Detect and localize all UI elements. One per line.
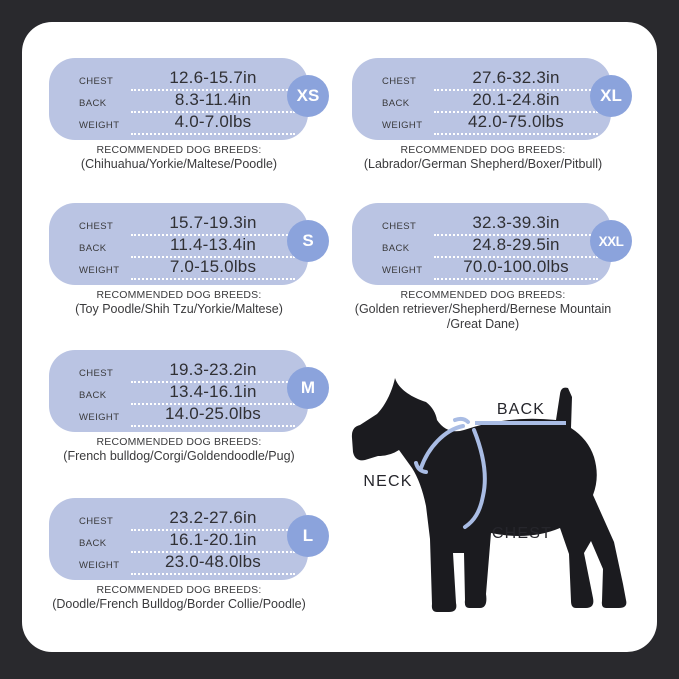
chest-label: CHEST <box>79 368 114 379</box>
weight-label: WEIGHT <box>79 560 120 571</box>
breeds-list: (Toy Poodle/Shih Tzu/Yorkie/Maltese) <box>75 302 283 316</box>
weight-value: 4.0-7.0lbs <box>131 112 295 135</box>
harness-neck-strap-icon <box>419 424 465 470</box>
chest-row: CHEST 19.3-23.2in <box>79 360 295 383</box>
diagram-back-label: BACK <box>497 401 545 418</box>
size-card-s: CHEST 15.7-19.3in BACK 11.4-13.4in WEIGH… <box>49 203 329 285</box>
back-value: 24.8-29.5in <box>434 235 598 258</box>
chest-label: CHEST <box>382 221 417 232</box>
breeds-list: (Doodle/French Bulldog/Border Collie/Poo… <box>52 597 306 611</box>
back-row: BACK 11.4-13.4in <box>79 235 295 258</box>
back-value: 20.1-24.8in <box>434 90 598 113</box>
weight-row: WEIGHT 23.0-48.0lbs <box>79 552 295 575</box>
recommended-label: RECOMMENDED DOG BREEDS: <box>96 144 262 156</box>
diagram-chest-label: CHEST <box>492 525 552 542</box>
weight-value: 42.0-75.0lbs <box>434 112 598 135</box>
chest-row: CHEST 23.2-27.6in <box>79 508 295 531</box>
weight-row: WEIGHT 7.0-15.0lbs <box>79 257 295 280</box>
dog-measurement-diagram: BACK NECK CHEST <box>338 356 670 656</box>
back-label: BACK <box>79 243 107 254</box>
back-label: BACK <box>382 98 410 109</box>
chest-label: CHEST <box>79 516 114 527</box>
weight-value: 23.0-48.0lbs <box>131 552 295 575</box>
chest-label: CHEST <box>382 76 417 87</box>
recommended-label: RECOMMENDED DOG BREEDS: <box>400 289 566 301</box>
chest-value: 23.2-27.6in <box>131 508 295 531</box>
dog-silhouette-icon: BACK NECK CHEST <box>351 378 627 612</box>
chest-label: CHEST <box>79 76 114 87</box>
weight-value: 7.0-15.0lbs <box>131 257 295 280</box>
weight-label: WEIGHT <box>382 120 423 131</box>
back-row: BACK 8.3-11.4in <box>79 90 295 113</box>
breeds-caption-m: RECOMMENDED DOG BREEDS: (French bulldog/… <box>14 436 344 464</box>
chest-row: CHEST 15.7-19.3in <box>79 213 295 236</box>
weight-row: WEIGHT 4.0-7.0lbs <box>79 112 295 135</box>
chest-value: 19.3-23.2in <box>131 360 295 383</box>
chest-label: CHEST <box>79 221 114 232</box>
dog-silhouette <box>351 378 627 612</box>
chest-value: 15.7-19.3in <box>131 213 295 236</box>
back-label: BACK <box>79 390 107 401</box>
back-row: BACK 13.4-16.1in <box>79 382 295 405</box>
breeds-caption-xxl: RECOMMENDED DOG BREEDS: (Golden retrieve… <box>318 289 648 331</box>
chest-value: 32.3-39.3in <box>434 213 598 236</box>
weight-label: WEIGHT <box>79 265 120 276</box>
breeds-list: (French bulldog/Corgi/Goldendoodle/Pug) <box>63 449 295 463</box>
back-label: BACK <box>79 538 107 549</box>
chest-value: 27.6-32.3in <box>434 68 598 91</box>
breeds-list: (Labrador/German Shepherd/Boxer/Pitbull) <box>363 157 603 171</box>
size-badge-xl: XL <box>590 75 632 117</box>
chest-row: CHEST 27.6-32.3in <box>382 68 598 91</box>
size-badge-xxl: XXL <box>590 220 632 262</box>
chest-value: 12.6-15.7in <box>131 68 295 91</box>
recommended-label: RECOMMENDED DOG BREEDS: <box>96 436 262 448</box>
weight-value: 70.0-100.0lbs <box>434 257 598 280</box>
back-value: 8.3-11.4in <box>131 90 295 113</box>
breeds-caption-s: RECOMMENDED DOG BREEDS: (Toy Poodle/Shih… <box>14 289 344 317</box>
size-card-xxl: CHEST 32.3-39.3in BACK 24.8-29.5in WEIGH… <box>352 203 632 285</box>
recommended-label: RECOMMENDED DOG BREEDS: <box>96 584 262 596</box>
size-badge-xs: XS <box>287 75 329 117</box>
weight-label: WEIGHT <box>382 265 423 276</box>
breeds-list: (Chihuahua/Yorkie/Maltese/Poodle) <box>80 157 278 171</box>
back-label: BACK <box>79 98 107 109</box>
harness-girth-strap-icon <box>463 428 487 529</box>
breeds-caption-xs: RECOMMENDED DOG BREEDS: (Chihuahua/Yorki… <box>14 144 344 172</box>
recommended-label: RECOMMENDED DOG BREEDS: <box>400 144 566 156</box>
back-value: 13.4-16.1in <box>131 382 295 405</box>
weight-row: WEIGHT 42.0-75.0lbs <box>382 112 598 135</box>
weight-label: WEIGHT <box>79 412 120 423</box>
back-label: BACK <box>382 243 410 254</box>
size-badge-s: S <box>287 220 329 262</box>
breeds-caption-xl: RECOMMENDED DOG BREEDS: (Labrador/German… <box>318 144 648 172</box>
breeds-caption-l: RECOMMENDED DOG BREEDS: (Doodle/French B… <box>14 584 344 612</box>
back-value: 16.1-20.1in <box>131 530 295 553</box>
breeds-list-line2: /Great Dane) <box>446 316 520 331</box>
size-card-l: CHEST 23.2-27.6in BACK 16.1-20.1in WEIGH… <box>49 498 329 580</box>
breeds-list: (Golden retriever/Shepherd/Bernese Mount… <box>354 302 612 316</box>
back-value: 11.4-13.4in <box>131 235 295 258</box>
back-row: BACK 16.1-20.1in <box>79 530 295 553</box>
weight-label: WEIGHT <box>79 120 120 131</box>
weight-value: 14.0-25.0lbs <box>131 404 295 427</box>
harness-top-strap-icon <box>453 416 470 424</box>
size-badge-l: L <box>287 515 329 557</box>
size-card-xl: CHEST 27.6-32.3in BACK 20.1-24.8in WEIGH… <box>352 58 632 140</box>
weight-row: WEIGHT 70.0-100.0lbs <box>382 257 598 280</box>
size-badge-m: M <box>287 367 329 409</box>
weight-row: WEIGHT 14.0-25.0lbs <box>79 404 295 427</box>
recommended-label: RECOMMENDED DOG BREEDS: <box>96 289 262 301</box>
diagram-neck-label: NECK <box>363 473 412 490</box>
back-row: BACK 24.8-29.5in <box>382 235 598 258</box>
chest-row: CHEST 12.6-15.7in <box>79 68 295 91</box>
size-card-xs: CHEST 12.6-15.7in BACK 8.3-11.4in WEIGHT… <box>49 58 329 140</box>
chest-row: CHEST 32.3-39.3in <box>382 213 598 236</box>
back-row: BACK 20.1-24.8in <box>382 90 598 113</box>
size-card-m: CHEST 19.3-23.2in BACK 13.4-16.1in WEIGH… <box>49 350 329 432</box>
harness-neck-strap-end-icon <box>414 461 428 474</box>
